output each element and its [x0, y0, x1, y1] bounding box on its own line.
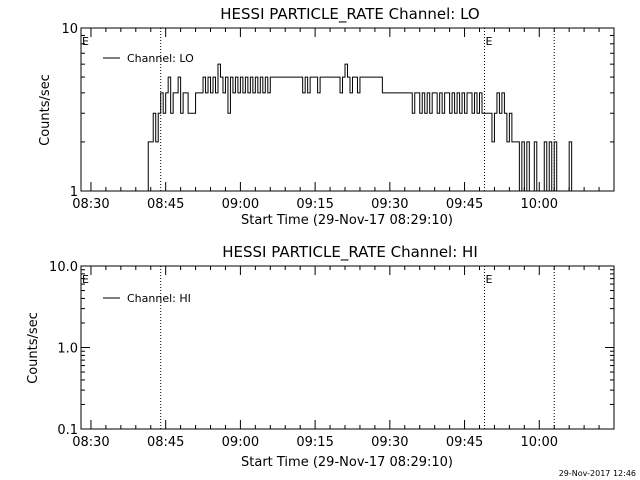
footer-timestamp: 29-Nov-2017 12:46: [559, 469, 636, 478]
x-tick-label: 09:45: [446, 435, 483, 450]
panel-hi-title: HESSI PARTICLE_RATE Channel: HI: [222, 243, 478, 262]
panel-lo-xlabel: Start Time (29-Nov-17 08:29:10): [241, 213, 453, 228]
panel-hi: HESSI PARTICLE_RATE Channel: HI 08:30 08:…: [26, 243, 615, 470]
x-tick-label: 08:45: [147, 197, 184, 212]
x-tick-label: 09:45: [446, 197, 483, 212]
event-label: E: [485, 273, 492, 286]
panel-lo-y-axis: 1 10: [61, 22, 614, 200]
event-label: E: [82, 273, 89, 286]
y-tick-label: 1.0: [57, 342, 78, 357]
panel-lo-title: HESSI PARTICLE_RATE Channel: LO: [220, 5, 479, 24]
panel-lo-frame: [80, 27, 615, 192]
panel-hi-x-axis: 08:30 08:45 09:00 09:15 09:30 09:45 10:00: [72, 266, 600, 450]
x-tick-label: 09:30: [371, 435, 408, 450]
x-tick-label: 09:30: [371, 197, 408, 212]
series-line-channel-lo: [147, 63, 582, 192]
x-tick-label: 08:45: [147, 435, 184, 450]
x-tick-label: 08:30: [72, 197, 109, 212]
panel-hi-ylabel: Counts/sec: [26, 312, 41, 384]
panel-lo: HESSI PARTICLE_RATE Channel: LO 08:30 08:…: [38, 5, 615, 228]
x-tick-label: 09:00: [222, 197, 259, 212]
y-tick-label: 1: [70, 185, 78, 200]
event-label: E: [485, 35, 492, 48]
y-tick-label: 0.1: [57, 423, 78, 438]
event-label: E: [82, 35, 89, 48]
x-tick-label: 10:00: [521, 197, 558, 212]
panel-lo-x-axis: 08:30 08:45 09:00 09:15 09:30 09:45 10:00: [72, 28, 600, 212]
y-tick-label: 10.0: [49, 260, 78, 275]
x-tick-label: 09:15: [296, 197, 333, 212]
x-tick-label: 10:00: [521, 435, 558, 450]
panel-lo-ylabel: Counts/sec: [38, 74, 53, 146]
x-tick-label: 09:15: [296, 435, 333, 450]
panel-hi-xlabel: Start Time (29-Nov-17 08:29:10): [241, 455, 453, 470]
panel-hi-legend-label: Channel: HI: [127, 292, 191, 305]
panel-lo-legend-label: Channel: LO: [127, 52, 194, 65]
panel-hi-y-axis: 0.1 1.0 10.0: [49, 260, 614, 438]
y-tick-label: 10: [61, 22, 78, 37]
panel-lo-series: [147, 63, 582, 192]
x-tick-label: 09:00: [222, 435, 259, 450]
x-tick-label: 08:30: [72, 435, 109, 450]
